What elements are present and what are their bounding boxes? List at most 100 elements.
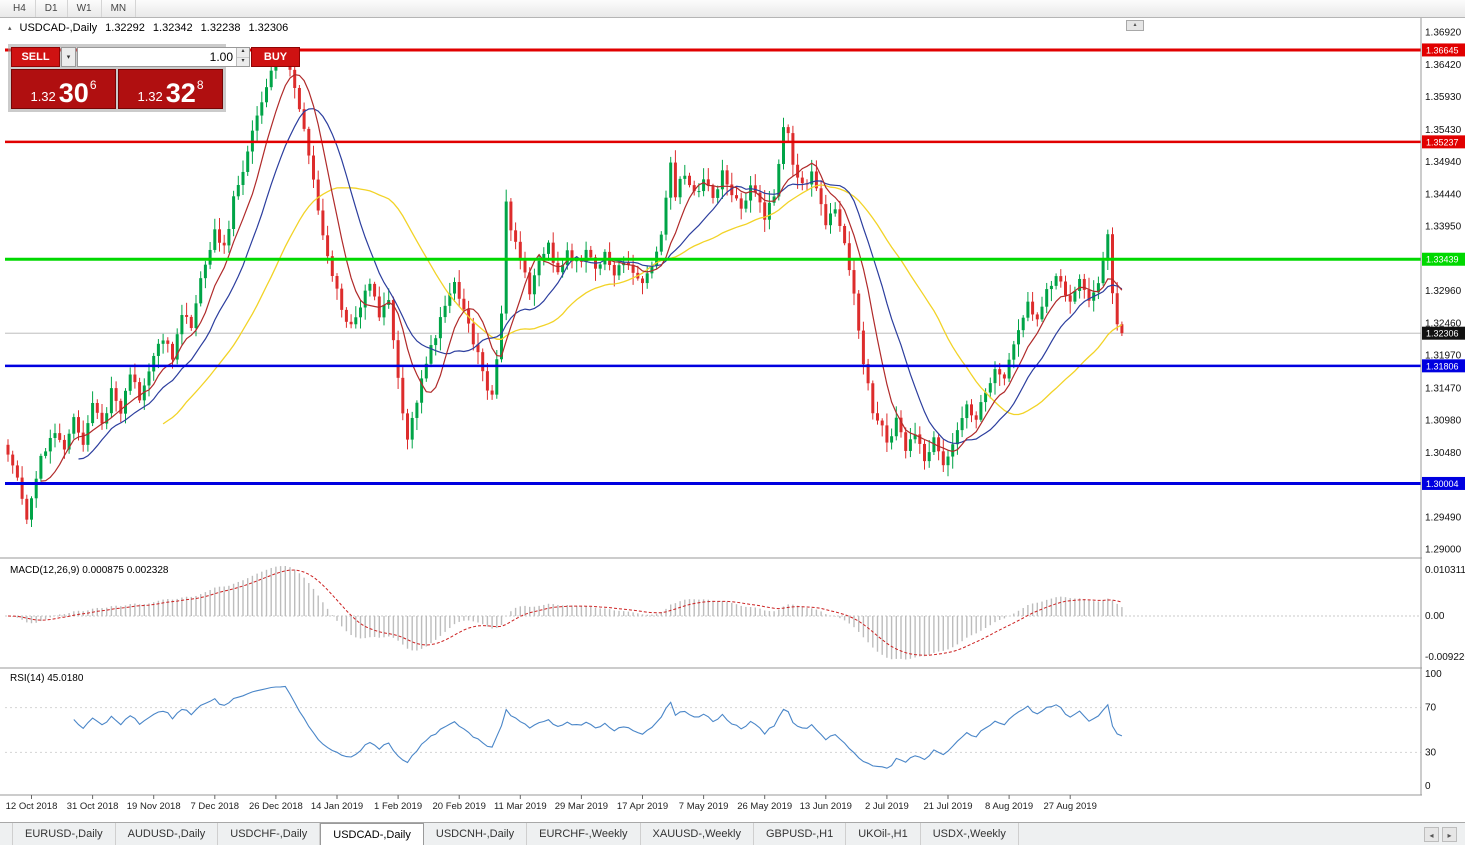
one-click-trading-panel: SELL ▾ ▴ ▾ BUY 1.32 30 6 1.3	[8, 44, 300, 112]
tab-usdchf-daily[interactable]: USDCHF-,Daily	[218, 823, 321, 845]
volume-dropdown-button[interactable]: ▾	[61, 47, 76, 67]
svg-text:1.31970: 1.31970	[1425, 351, 1462, 362]
tab-audusd-daily[interactable]: AUDUSD-,Daily	[116, 823, 219, 845]
pane-separators	[0, 557, 1465, 796]
tab-eurchf-weekly[interactable]: EURCHF-,Weekly	[527, 823, 641, 845]
chart-ohlc-header: ▴ USDCAD-,Daily 1.32292 1.32342 1.32238 …	[8, 22, 288, 34]
svg-text:100: 100	[1425, 669, 1442, 680]
svg-text:1.36920: 1.36920	[1425, 28, 1462, 39]
rsi-indicator-label: RSI(14) 45.0180	[8, 673, 86, 684]
svg-text:11 Mar 2019: 11 Mar 2019	[494, 801, 547, 812]
date-axis: 12 Oct 2018 31 Oct 2018 19 Nov 2018 7 Dec 2…	[6, 795, 1097, 812]
buy-price-base: 1.32	[137, 88, 163, 104]
svg-text:70: 70	[1425, 703, 1437, 714]
svg-text:12 Oct 2018: 12 Oct 2018	[6, 801, 58, 812]
timeframe-button-w1[interactable]: W1	[68, 0, 102, 17]
tab-xauusd-weekly[interactable]: XAUUSD-,Weekly	[641, 823, 754, 845]
svg-text:21 Jul 2019: 21 Jul 2019	[923, 801, 972, 812]
collapse-triangle-icon[interactable]: ▴	[8, 25, 12, 32]
svg-text:1.35430: 1.35430	[1425, 125, 1462, 136]
volume-spinner-up-icon[interactable]: ▴	[237, 48, 249, 58]
candlestick-series	[6, 48, 1124, 527]
svg-text:8 Aug 2019: 8 Aug 2019	[985, 801, 1033, 812]
svg-text:1.31806: 1.31806	[1426, 361, 1459, 371]
svg-text:1.30004: 1.30004	[1426, 479, 1459, 489]
tabs-scroll-left-icon[interactable]: ◂	[1424, 827, 1439, 842]
svg-text:1.35930: 1.35930	[1425, 92, 1462, 103]
svg-text:0.010311: 0.010311	[1425, 565, 1465, 576]
svg-text:1.34940: 1.34940	[1425, 157, 1462, 168]
timeframe-toolbar: H4 D1 W1 MN	[0, 0, 1465, 18]
volume-spinner-down-icon[interactable]: ▾	[237, 57, 249, 66]
tab-scroll-arrows: ◂ ▸	[1424, 823, 1465, 845]
svg-text:26 May 2019: 26 May 2019	[737, 801, 792, 812]
chart-canvas[interactable]: 1.36920 1.36420 1.35930 1.35430 1.34940 1.344…	[0, 18, 1465, 822]
svg-text:30: 30	[1425, 747, 1437, 758]
svg-text:17 Apr 2019: 17 Apr 2019	[617, 801, 668, 812]
svg-text:0.00: 0.00	[1425, 611, 1445, 622]
svg-text:-0.0092203: -0.0092203	[1425, 652, 1465, 663]
tab-ukoil-h1[interactable]: UKOil-,H1	[846, 823, 921, 845]
tabs-scroll-right-icon[interactable]: ▸	[1442, 827, 1457, 842]
svg-text:1.32306: 1.32306	[1426, 329, 1459, 339]
rsi-pane	[5, 685, 1421, 769]
tab-usdcnh-daily[interactable]: USDCNH-,Daily	[424, 823, 528, 845]
svg-text:1.34440: 1.34440	[1425, 189, 1462, 200]
svg-text:1.29000: 1.29000	[1425, 545, 1462, 556]
svg-text:20 Feb 2019: 20 Feb 2019	[433, 801, 486, 812]
svg-text:7 Dec 2018: 7 Dec 2018	[191, 801, 240, 812]
sell-price-frac: 6	[89, 78, 97, 92]
sell-price-button[interactable]: 1.32 30 6	[11, 69, 116, 109]
macd-indicator-label: MACD(12,26,9) 0.000875 0.002328	[8, 565, 171, 576]
buy-price-frac: 8	[196, 78, 204, 92]
sell-price-pips: 30	[58, 77, 89, 108]
volume-input-group: ▴ ▾	[77, 47, 250, 67]
svg-text:31 Oct 2018: 31 Oct 2018	[67, 801, 119, 812]
ohlc-open: 1.32292	[105, 22, 145, 34]
timeframe-button-mn[interactable]: MN	[102, 0, 137, 17]
buy-price-pips: 32	[165, 77, 196, 108]
svg-text:1 Feb 2019: 1 Feb 2019	[374, 801, 422, 812]
scroll-up-button[interactable]: ▴	[1126, 20, 1144, 31]
svg-text:1.36420: 1.36420	[1425, 60, 1462, 71]
tab-usdx-weekly[interactable]: USDX-,Weekly	[921, 823, 1019, 845]
horizontal-level-lines	[5, 48, 1421, 485]
timeframe-button-h4[interactable]: H4	[4, 0, 36, 17]
volume-spinner: ▴ ▾	[236, 48, 249, 66]
tab-usdcad-daily[interactable]: USDCAD-,Daily	[320, 823, 424, 845]
sell-price-base: 1.32	[30, 88, 56, 104]
tab-eurusd-daily[interactable]: EURUSD-,Daily	[12, 823, 116, 845]
svg-text:13 Jun 2019: 13 Jun 2019	[800, 801, 852, 812]
svg-text:1.33439: 1.33439	[1426, 255, 1459, 265]
svg-text:26 Dec 2018: 26 Dec 2018	[249, 801, 303, 812]
tab-gbpusd-h1[interactable]: GBPUSD-,H1	[754, 823, 847, 845]
symbol-tabbar: EURUSD-,Daily AUDUSD-,Daily USDCHF-,Daily U…	[0, 822, 1465, 845]
svg-text:2 Jul 2019: 2 Jul 2019	[865, 801, 909, 812]
timeframe-button-d1[interactable]: D1	[36, 0, 68, 17]
ohlc-high: 1.32342	[152, 22, 193, 34]
svg-text:0: 0	[1425, 781, 1431, 792]
level-price-tags: 1.36645 1.35237 1.33439 1.31806 1.30004 1.323…	[1422, 43, 1465, 490]
svg-text:27 Aug 2019: 27 Aug 2019	[1044, 801, 1097, 812]
moving-average-lines	[40, 73, 1123, 482]
svg-text:1.30480: 1.30480	[1425, 448, 1462, 459]
chart-window[interactable]: 1.36920 1.36420 1.35930 1.35430 1.34940 1.344…	[0, 18, 1465, 822]
svg-text:1.30980: 1.30980	[1425, 415, 1462, 426]
chart-tabs: EURUSD-,Daily AUDUSD-,Daily USDCHF-,Daily U…	[12, 823, 1019, 845]
svg-text:1.31470: 1.31470	[1425, 383, 1462, 394]
buy-price-button[interactable]: 1.32 32 8	[118, 69, 223, 109]
volume-input[interactable]	[78, 48, 236, 66]
svg-text:29 Mar 2019: 29 Mar 2019	[555, 801, 608, 812]
buy-button[interactable]: BUY	[251, 47, 300, 67]
chart-symbol-label: USDCAD-,Daily	[19, 22, 98, 34]
svg-text:1.29490: 1.29490	[1425, 513, 1462, 524]
sell-button[interactable]: SELL	[11, 47, 60, 67]
svg-text:1.36645: 1.36645	[1426, 45, 1459, 55]
svg-text:1.35237: 1.35237	[1426, 137, 1459, 147]
ohlc-close: 1.32306	[248, 22, 289, 34]
macd-pane	[5, 566, 1421, 660]
svg-text:1.33950: 1.33950	[1425, 221, 1462, 232]
svg-text:7 May 2019: 7 May 2019	[679, 801, 729, 812]
svg-text:14 Jan 2019: 14 Jan 2019	[311, 801, 363, 812]
